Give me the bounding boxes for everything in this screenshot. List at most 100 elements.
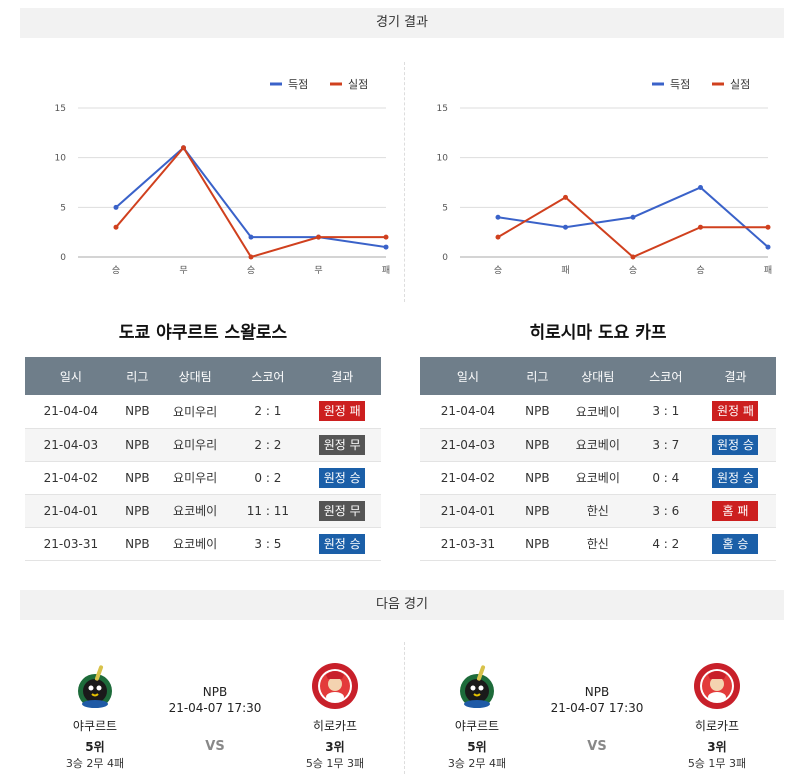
- y-tick-label: 0: [60, 253, 66, 263]
- opponent-cell: 요미우리: [157, 461, 233, 495]
- result-cell: 홈 승: [694, 527, 776, 561]
- home-team[interactable]: 야쿠르트 5위 3승 2무 4패: [432, 661, 522, 771]
- date-cell: 21-04-04: [25, 395, 117, 429]
- league-cell: NPB: [515, 395, 559, 429]
- opponent-cell: 요코베이: [558, 428, 637, 462]
- next-match-card[interactable]: 야쿠르트 5위 3승 2무 4패 NPB 21-04-07 17:30 VS 히…: [432, 655, 762, 775]
- date-cell: 21-04-03: [25, 428, 117, 462]
- data-point: [563, 224, 568, 230]
- x-tick-label: 승: [494, 265, 502, 276]
- data-point: [630, 214, 636, 220]
- data-point: [383, 244, 389, 250]
- home-team-record: 3승 2무 4패: [65, 757, 125, 770]
- table-header-row: 일시 리그 상대팀 스코어 결과: [420, 357, 776, 395]
- date-cell: 21-04-04: [420, 395, 516, 429]
- away-team-name: 히로카프: [694, 719, 740, 733]
- data-point: [181, 145, 186, 151]
- column-header: 상대팀: [558, 357, 637, 395]
- y-tick-label: 15: [55, 104, 66, 114]
- result-badge: 원정 승: [712, 434, 759, 455]
- team-right-line-chart: 0 5 10 15 승 패 승 승 패 득점 실점: [437, 78, 773, 276]
- results-section-title: 경기 결과: [376, 15, 428, 30]
- data-point: [495, 234, 501, 240]
- result-badge: 홈 승: [712, 533, 759, 554]
- column-divider: [404, 642, 405, 774]
- table-row: 21-04-03 NPB 요미우리 2 : 2 원정 무: [25, 428, 381, 462]
- home-team-name: 야쿠르트: [454, 719, 500, 733]
- match-info: NPB 21-04-07 17:30 VS: [160, 685, 270, 754]
- table-row: 21-04-02 NPB 요코베이 0 : 4 원정 승: [420, 461, 776, 495]
- date-cell: 21-04-02: [420, 461, 516, 495]
- result-cell: 원정 승: [303, 461, 381, 495]
- vs-label: VS: [587, 739, 607, 754]
- score-cell: 3 : 7: [636, 428, 695, 462]
- opponent-cell: 요코베이: [558, 461, 637, 495]
- data-point: [563, 194, 568, 200]
- column-header: 일시: [420, 357, 516, 395]
- data-point: [113, 204, 119, 210]
- away-team-name: 히로카프: [312, 719, 358, 733]
- date-cell: 21-03-31: [420, 527, 516, 561]
- column-header: 결과: [303, 357, 381, 395]
- next-match-card[interactable]: 야쿠르트 5위 3승 2무 4패 NPB 21-04-07 17:30 VS 히…: [50, 655, 380, 775]
- table-row: 21-03-31 NPB 요코베이 3 : 5 원정 승: [25, 527, 381, 561]
- result-cell: 원정 무: [303, 494, 381, 528]
- series-line-allowed: [497, 196, 768, 259]
- league-cell: NPB: [515, 527, 559, 561]
- column-header: 상대팀: [157, 357, 233, 395]
- home-team-record: 3승 2무 4패: [447, 757, 507, 770]
- match-league: NPB: [584, 685, 610, 699]
- table-row: 21-04-04 NPB 요코베이 3 : 1 원정 패: [420, 395, 776, 429]
- league-cell: NPB: [515, 428, 559, 462]
- table-row: 21-04-01 NPB 요코베이 11 : 11 원정 무: [25, 494, 381, 528]
- y-tick-label: 10: [55, 154, 67, 164]
- x-tick-label: 패: [764, 265, 772, 276]
- result-cell: 원정 무: [303, 428, 381, 462]
- opponent-cell: 요미우리: [157, 428, 233, 462]
- x-tick-label: 무: [179, 265, 187, 276]
- y-tick-label: 5: [442, 203, 448, 213]
- date-cell: 21-04-01: [25, 494, 117, 528]
- opponent-cell: 요미우리: [157, 395, 233, 429]
- away-team[interactable]: 히로카프 3위 5승 1무 3패: [290, 661, 380, 771]
- home-team-rank: 5위: [85, 740, 105, 754]
- result-badge: 원정 승: [319, 467, 366, 488]
- home-team[interactable]: 야쿠르트 5위 3승 2무 4패: [50, 661, 140, 771]
- away-team-rank: 3위: [325, 740, 345, 754]
- x-tick-label: 무: [314, 265, 322, 276]
- x-tick-label: 승: [629, 265, 637, 276]
- away-team-record: 5승 1무 3패: [305, 757, 365, 770]
- column-header: 리그: [116, 357, 158, 395]
- date-cell: 21-04-01: [420, 494, 516, 528]
- column-divider: [404, 62, 405, 302]
- team-right-title: 히로시마 도요 카프: [529, 323, 667, 343]
- swallows-logo-icon: [78, 665, 112, 708]
- table-row: 21-04-01 NPB 한신 3 : 6 홈 패: [420, 494, 776, 528]
- data-point: [698, 224, 703, 230]
- legend-label-scored: 득점: [288, 78, 308, 91]
- match-league: NPB: [202, 685, 228, 699]
- table-row: 21-04-04 NPB 요미우리 2 : 1 원정 패: [25, 395, 381, 429]
- data-point: [630, 254, 636, 260]
- column-header: 스코어: [636, 357, 695, 395]
- away-team-record: 5승 1무 3패: [687, 757, 747, 770]
- score-cell: 0 : 2: [232, 461, 304, 495]
- x-tick-label: 패: [382, 265, 390, 276]
- away-team[interactable]: 히로카프 3위 5승 1무 3패: [672, 661, 762, 771]
- result-badge: 원정 패: [712, 401, 759, 422]
- result-badge: 홈 패: [712, 500, 759, 521]
- x-tick-label: 승: [696, 265, 704, 276]
- next-match-section-header: 다음 경기: [20, 590, 784, 620]
- result-badge: 원정 패: [319, 401, 366, 422]
- data-point: [113, 224, 119, 230]
- column-header: 리그: [515, 357, 559, 395]
- result-badge: 원정 승: [712, 467, 759, 488]
- column-header: 결과: [694, 357, 776, 395]
- score-cell: 3 : 5: [232, 527, 304, 561]
- league-cell: NPB: [116, 527, 158, 561]
- match-time: 21-04-07 17:30: [168, 701, 262, 715]
- data-point: [248, 254, 254, 260]
- date-cell: 21-04-03: [420, 428, 516, 462]
- team-right-results-table: 일시 리그 상대팀 스코어 결과 21-04-04 NPB 요코베이 3 : 1 원정 패 21-…: [420, 357, 776, 561]
- y-tick-label: 0: [442, 253, 448, 263]
